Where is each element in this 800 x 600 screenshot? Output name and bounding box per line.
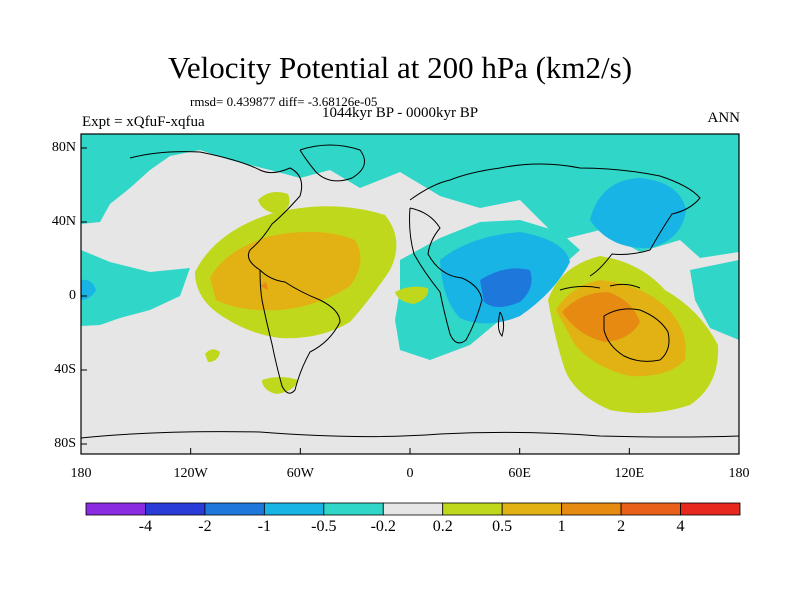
coastlines: [81, 144, 739, 439]
deep-blue-field: [480, 268, 532, 307]
field-layer: [81, 134, 739, 454]
lon-tick-label: 120E: [614, 466, 645, 481]
lat-tick-label: 40S: [54, 362, 76, 377]
lat-tick-label: 80N: [51, 140, 76, 155]
lat-tick-label: 40N: [51, 214, 76, 229]
colorbar-label: 0.2: [432, 518, 453, 535]
colorbar-swatch: [561, 502, 622, 516]
colorbar-swatch: [501, 502, 563, 516]
colorbar-label: -4: [138, 518, 153, 535]
colorbar-swatch: [85, 502, 146, 516]
colorbar-label: -0.2: [370, 518, 396, 535]
orange-field-america: [210, 231, 361, 311]
colorbar-swatch: [323, 502, 384, 516]
lon-tick-label: 60W: [286, 466, 314, 481]
colorbar-label: 0.5: [492, 518, 513, 535]
experiment-label: Expt = xQfuF-xqfua: [82, 114, 205, 130]
lon-tick-label: 180: [70, 466, 92, 481]
plot-title: Velocity Potential at 200 hPa (km2/s): [167, 50, 633, 85]
deep-orange-field: [562, 292, 640, 342]
colorbar-label: 2: [617, 518, 626, 535]
colorbar-swatch: [263, 502, 325, 516]
period-label: 1044kyr BP - 0000kyr BP: [322, 105, 479, 121]
axis-ticks: [80, 147, 740, 454]
season-label: ANN: [707, 110, 741, 126]
colorbar-swatch: [145, 502, 206, 516]
colorbar-label: -1: [257, 518, 272, 535]
colorbar-label: -0.5: [311, 518, 337, 535]
negative-field-west: [81, 250, 190, 326]
lat-tick-label: 0: [69, 288, 76, 303]
colorbar-label: -2: [198, 518, 212, 535]
lon-tick-label: 120W: [173, 466, 208, 481]
lon-tick-label: 0: [406, 466, 414, 481]
blue-field-asia: [590, 178, 686, 249]
lat-tick-label: 80S: [54, 436, 76, 451]
colorbar-swatch: [382, 502, 444, 516]
colorbar-label: 4: [676, 518, 685, 535]
colorbar-swatch: [680, 502, 741, 516]
negative-field-east: [690, 260, 739, 340]
negative-field-north: [81, 134, 739, 258]
lon-tick-label: 180: [728, 466, 750, 481]
colorbar-swatch: [204, 502, 265, 516]
colorbar-swatch: [442, 502, 503, 516]
colorbar-swatch: [620, 502, 681, 516]
lon-tick-label: 60E: [508, 466, 531, 481]
colorbar-label: 1: [557, 518, 566, 535]
stats-line: rmsd= 0.439877 diff= -3.68126e-05: [190, 94, 378, 109]
colorbar: [85, 502, 741, 516]
